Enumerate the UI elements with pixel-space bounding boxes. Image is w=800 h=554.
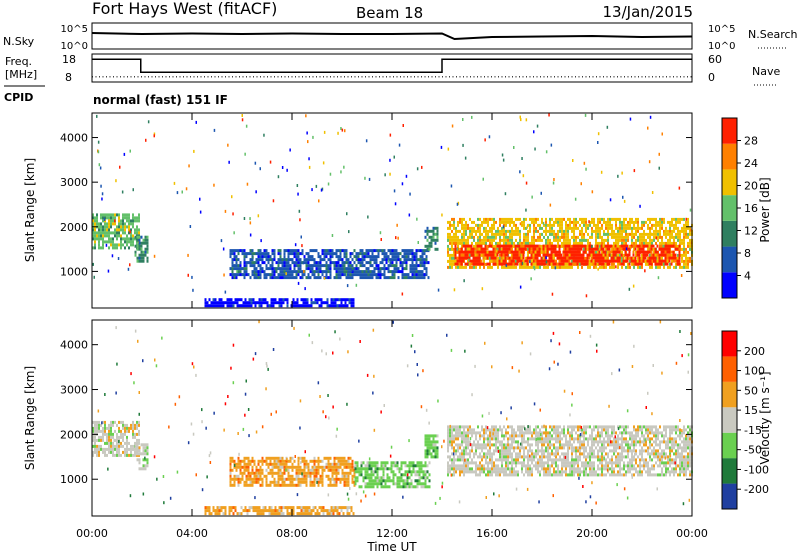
power-colorbar-tick-label: 8 — [744, 247, 751, 260]
noise-panel-frame — [91, 22, 693, 50]
noise-right-label: N.Search — [748, 28, 798, 41]
velocity-colorbar-tick-label: 50 — [744, 384, 758, 397]
power-colorbar-tick-label: 20 — [744, 180, 758, 193]
nave-tick-bottom: 0 — [708, 71, 715, 84]
power-colorbar-tick-label: 24 — [744, 157, 758, 170]
velocity-colorbar-tick-label: -200 — [744, 483, 769, 496]
x-tick-label: 20:00 — [576, 527, 608, 540]
figure-title: Fort Hays West (fitACF) — [92, 0, 277, 18]
freq-tick-top: 18 — [62, 53, 76, 66]
date-label: 13/Jan/2015 — [603, 3, 694, 21]
power-data-region — [229, 249, 430, 280]
power-colorbar-segment — [722, 246, 737, 273]
power-colorbar-tick-label: 12 — [744, 225, 758, 238]
noise-panel: N.Sky 10^5 10^0 10^5 10^0 N.Search — [3, 22, 798, 52]
power-ytick-label: 1000 — [60, 265, 88, 278]
velocity-colorbar-label: Velocity [m s⁻¹] — [758, 371, 772, 464]
x-tick-label: 00:00 — [76, 527, 108, 540]
x-axis-label: Time UT — [366, 540, 417, 554]
nave-tick-top: 60 — [708, 53, 722, 66]
velocity-data-region — [229, 456, 356, 487]
velocity-colorbar-segment — [722, 331, 737, 357]
x-tick-label: 04:00 — [176, 527, 208, 540]
power-data-region — [424, 226, 439, 251]
velocity-ytick-label: 2000 — [60, 428, 88, 441]
frequency-panel-frame — [91, 53, 693, 83]
velocity-colorbar-tick-label: 200 — [744, 345, 765, 358]
noise-series-line — [91, 32, 693, 41]
x-tick-label: 16:00 — [476, 527, 508, 540]
x-tick-label: 12:00 — [376, 527, 408, 540]
power-ytick-label: 4000 — [60, 132, 88, 145]
velocity-colorbar-tick-label: -100 — [744, 463, 769, 476]
frequency-panel: Freq. [MHz] 18 8 60 0 Nave CPID normal (… — [4, 53, 780, 107]
power-scatter-points — [92, 113, 693, 298]
noise-left-tick-bottom: 10^0 — [61, 41, 88, 52]
freq-left-label: Freq. — [5, 55, 32, 68]
velocity-colorbar-tick-label: -50 — [744, 444, 762, 457]
velocity-data-region — [92, 420, 140, 457]
velocity-data-region — [134, 443, 149, 471]
velocity-colorbar-segment — [722, 432, 737, 459]
power-colorbar-label: Power [dB] — [758, 177, 772, 242]
power-colorbar-segment — [722, 195, 737, 221]
velocity-colorbar-tick-label: 100 — [744, 365, 765, 378]
power-colorbar-segment — [722, 220, 737, 247]
power-data-region — [134, 235, 149, 263]
velocity-panel: 1000 2000 3000 4000 Slant Range [km] 200 100… — [23, 319, 772, 517]
velocity-colorbar-tick-label: 15 — [744, 404, 758, 417]
mode-label: normal (fast) 151 IF — [93, 93, 228, 107]
velocity-ytick-label: 1000 — [60, 473, 88, 486]
velocity-ytick-label: 3000 — [60, 384, 88, 397]
power-data-region — [92, 213, 140, 250]
power-panel: 1000 2000 3000 4000 Slant Range [km] 28 24 20… — [23, 112, 772, 309]
noise-left-label: N.Sky — [3, 35, 35, 48]
power-colorbar-segment — [722, 143, 737, 170]
power-colorbar-tick-label: 28 — [744, 135, 758, 148]
velocity-colorbar-segment — [722, 356, 737, 382]
nave-label: Nave — [752, 65, 780, 78]
cpid-label: CPID — [4, 91, 33, 104]
noise-right-tick-bottom: 10^0 — [708, 41, 735, 52]
velocity-ylabel: Slant Range [km] — [23, 366, 37, 470]
velocity-colorbar-frame — [721, 330, 738, 510]
velocity-colorbar-segment — [722, 458, 737, 484]
power-colorbar-tick-label: 4 — [744, 270, 751, 283]
beam-label: Beam 18 — [356, 4, 423, 22]
power-colorbar-segment — [722, 118, 737, 144]
freq-tick-bottom: 8 — [65, 71, 72, 84]
power-ytick-label: 2000 — [60, 221, 88, 234]
velocity-data-region — [447, 425, 693, 477]
velocity-colorbar-segment — [722, 483, 737, 509]
power-colorbar-segment — [722, 169, 737, 196]
power-data-region — [204, 298, 355, 308]
noise-right-tick-top: 10^5 — [708, 24, 735, 35]
power-data-region — [454, 244, 681, 266]
velocity-colorbar-segment — [722, 381, 737, 408]
velocity-panel-frame — [91, 319, 693, 517]
velocity-colorbar-tick-label: -15 — [744, 424, 762, 437]
velocity-ytick-label: 4000 — [60, 339, 88, 352]
freq-left-unit: [MHz] — [5, 68, 37, 81]
frequency-series-line — [92, 58, 692, 74]
noise-left-tick-top: 10^5 — [61, 24, 88, 35]
velocity-scatter-points — [97, 320, 692, 506]
velocity-data-region — [354, 461, 431, 489]
x-tick-label: 08:00 — [276, 527, 308, 540]
velocity-data-region — [424, 434, 439, 459]
power-ylabel: Slant Range [km] — [23, 158, 37, 262]
power-colorbar-segment — [722, 272, 737, 298]
velocity-data-region — [204, 506, 355, 516]
x-tick-label: 00:00 — [676, 527, 708, 540]
power-ytick-label: 3000 — [60, 176, 88, 189]
power-colorbar-tick-label: 16 — [744, 202, 758, 215]
velocity-colorbar-segment — [722, 407, 737, 433]
